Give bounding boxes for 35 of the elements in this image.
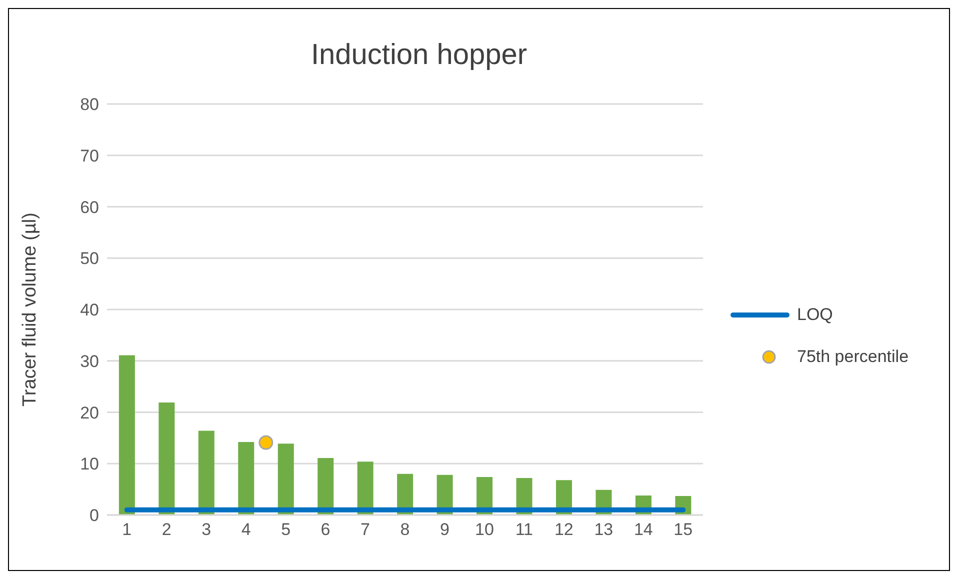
- bar: [198, 430, 214, 515]
- x-tick-label: 9: [440, 520, 450, 540]
- x-tick-label: 3: [202, 520, 212, 540]
- x-tick-label: 10: [475, 520, 494, 540]
- bar: [118, 355, 135, 515]
- legend-label: LOQ: [797, 305, 833, 325]
- y-tick-label: 20: [80, 403, 99, 422]
- x-tick-label: 8: [400, 520, 410, 540]
- bar: [158, 402, 175, 515]
- x-tick-label: 5: [281, 520, 291, 540]
- legend-label: 75th percentile: [797, 347, 909, 367]
- y-tick-label: 0: [90, 506, 99, 526]
- y-tick-label: 80: [80, 95, 99, 114]
- bar: [238, 442, 254, 515]
- bar: [278, 444, 294, 515]
- y-tick-label: 60: [80, 198, 99, 217]
- x-tick-label: 2: [162, 520, 172, 540]
- x-tick-label: 6: [320, 520, 330, 540]
- x-tick-label: 12: [554, 520, 574, 540]
- x-tick-label: 4: [241, 520, 251, 540]
- y-tick-label: 50: [80, 249, 99, 268]
- y-tick-label: 10: [80, 454, 99, 474]
- y-tick-label: 40: [80, 300, 99, 320]
- x-tick-label: 1: [122, 520, 132, 540]
- bar: [318, 458, 334, 515]
- x-tick-label: 11: [515, 520, 534, 540]
- bar: [357, 462, 374, 515]
- x-tick-label: 13: [594, 520, 614, 540]
- x-tick-label: 15: [674, 520, 693, 540]
- y-tick-label: 30: [80, 352, 99, 371]
- y-axis-title: Tracer fluid volume (µl): [20, 212, 41, 406]
- chart-title: Induction hopper: [310, 39, 528, 72]
- y-tick-label: 70: [80, 146, 99, 166]
- x-tick-label: 14: [634, 520, 653, 540]
- x-tick-label: 7: [360, 520, 370, 540]
